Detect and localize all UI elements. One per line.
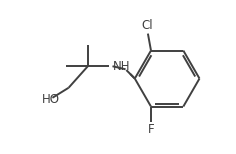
Text: F: F xyxy=(148,124,154,136)
Text: Cl: Cl xyxy=(141,19,153,32)
Text: NH: NH xyxy=(113,60,131,73)
Text: HO: HO xyxy=(42,93,60,106)
